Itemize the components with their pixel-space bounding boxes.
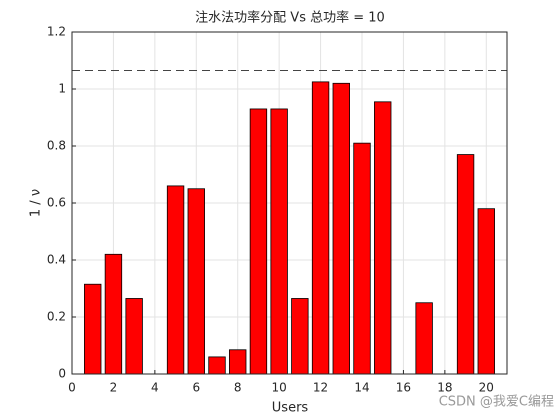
y-tick-label: 0.2 <box>47 310 66 324</box>
y-tick-label: 0.4 <box>47 253 66 267</box>
x-tick-label: 2 <box>110 381 118 395</box>
bar <box>291 298 309 375</box>
bar <box>477 208 495 375</box>
x-axis-label: Users <box>272 401 309 416</box>
x-tick-label: 0 <box>68 381 76 395</box>
bar <box>332 82 350 375</box>
y-axis-label: 1 / ν <box>29 189 44 217</box>
bar <box>208 356 226 375</box>
bar <box>229 349 247 375</box>
x-tick-label: 4 <box>151 381 159 395</box>
x-tick-label: 18 <box>437 381 452 395</box>
y-tick-label: 0.8 <box>47 139 66 153</box>
y-tick-label: 1.2 <box>47 25 66 39</box>
bar <box>187 188 205 375</box>
y-tick-label: 0.6 <box>47 196 66 210</box>
bar <box>456 154 475 375</box>
x-tick-label: 8 <box>234 381 242 395</box>
x-tick-label: 14 <box>354 381 369 395</box>
x-tick-label: 16 <box>396 381 411 395</box>
x-tick-label: 20 <box>479 381 494 395</box>
chart-title: 注水法功率分配 Vs 总功率 = 10 <box>195 10 385 26</box>
bar <box>166 185 185 375</box>
y-tick-label: 0 <box>58 367 66 381</box>
bar <box>249 108 268 375</box>
bar <box>374 101 392 375</box>
bar <box>125 298 143 375</box>
bar <box>84 283 102 375</box>
bar <box>270 108 288 375</box>
x-tick-label: 12 <box>313 381 328 395</box>
axes-box <box>71 31 508 375</box>
bar <box>104 253 123 375</box>
x-tick-label: 6 <box>192 381 200 395</box>
bar <box>415 302 433 375</box>
watermark: CSDN @我爱C编程 <box>439 395 554 410</box>
x-tick-label: 10 <box>272 381 287 395</box>
y-tick-label: 1 <box>58 82 66 96</box>
bar <box>353 142 371 375</box>
bar <box>311 81 330 375</box>
